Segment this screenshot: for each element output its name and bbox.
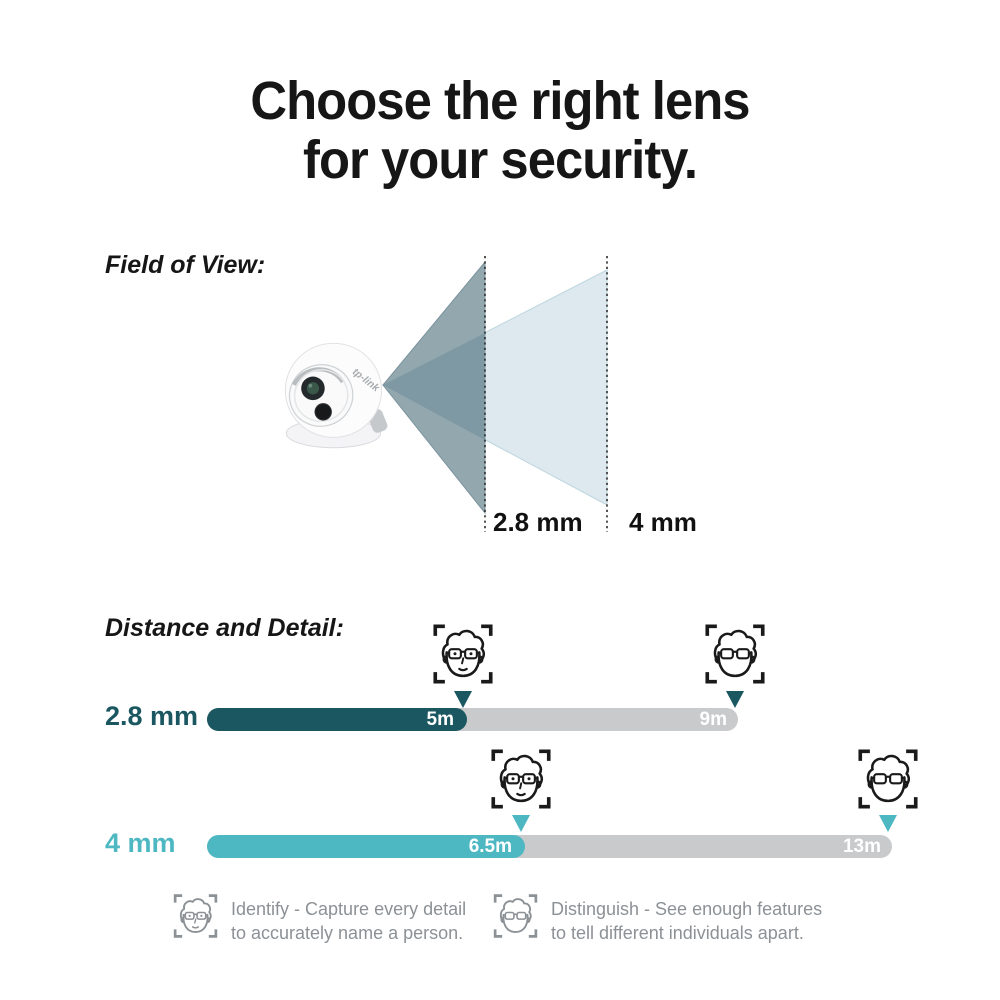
legend-distinguish-line1: Distinguish - See enough features	[551, 899, 823, 919]
identify-distance-4mm: 6.5m	[468, 835, 512, 857]
camera-ir-sensor	[314, 403, 332, 421]
identify-distance-2-8mm: 5m	[426, 708, 454, 730]
narrow-lens-label: 4 mm	[629, 507, 697, 537]
identify-face-icon	[489, 746, 553, 812]
distance-and-detail-heading: Distance and Detail:	[105, 614, 344, 642]
distinguish-face-icon	[703, 621, 767, 687]
wide-lens-label: 2.8 mm	[493, 507, 583, 537]
distance-bar-4mm: 6.5m 13m	[207, 835, 892, 858]
identify-range-segment-4mm: 6.5m	[207, 835, 525, 858]
legend-distinguish-icon	[492, 892, 539, 940]
identify-marker-4mm	[512, 815, 530, 832]
lens-row-label-2-8mm: 2.8 mm	[105, 701, 199, 731]
distinguish-marker-4mm	[879, 815, 897, 832]
page-title: Choose the right lens for your security.	[30, 71, 970, 191]
camera-lens-glint	[308, 383, 313, 388]
distinguish-face-icon	[856, 746, 920, 812]
distinguish-distance-2-8mm: 9m	[699, 708, 727, 730]
legend-distinguish-line2: to tell different individuals apart.	[551, 923, 804, 943]
field-of-view-heading: Field of View:	[105, 251, 266, 279]
identify-range-segment-2-8mm: 5m	[207, 708, 467, 731]
distinguish-distance-4mm: 13m	[842, 835, 881, 857]
legend-distinguish-text: Distinguish - See enough features to tel…	[551, 897, 822, 945]
distinguish-marker-2-8mm	[726, 691, 744, 708]
page-title-line2: for your security.	[303, 130, 698, 191]
legend-identify-text: Identify - Capture every detail to accur…	[231, 897, 466, 945]
field-of-view-cones	[381, 256, 608, 532]
security-camera-illustration: tp-link	[284, 342, 388, 449]
distance-bar-2-8mm: 5m 9m	[207, 708, 738, 731]
lens-row-label-4mm: 4 mm	[105, 828, 176, 858]
camera-lens-glass	[306, 382, 320, 395]
identify-marker-2-8mm	[454, 691, 472, 708]
legend-identify-icon	[172, 892, 219, 940]
legend-identify-line1: Identify - Capture every detail	[231, 899, 467, 919]
cone-overlap-region	[383, 333, 485, 440]
page-title-line1: Choose the right lens	[250, 71, 750, 131]
identify-face-icon	[431, 621, 495, 687]
legend-identify-line2: to accurately name a person.	[231, 923, 464, 943]
